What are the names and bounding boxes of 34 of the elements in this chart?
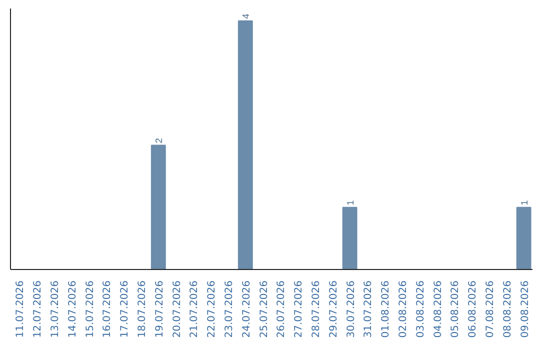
x-tick-label: 05.08.2026 xyxy=(450,280,462,338)
x-tick-label: 09.08.2026 xyxy=(520,280,531,338)
x-tick-label: 14.07.2026 xyxy=(67,280,78,338)
x-tick-label: 12.07.2026 xyxy=(32,280,44,338)
x-tick-label: 11.07.2026 xyxy=(15,280,26,338)
x-tick-label: 08.08.2026 xyxy=(502,280,514,338)
x-tick-label: 15.07.2026 xyxy=(84,280,96,338)
x-tick-label: 06.08.2026 xyxy=(468,280,479,338)
x-tick-label: 29.07.2026 xyxy=(328,280,340,338)
x-tick-label: 31.07.2026 xyxy=(363,280,374,338)
x-tick-label: 30.07.2026 xyxy=(346,280,357,338)
x-tick-label: 24.07.2026 xyxy=(241,280,252,338)
x-tick-label: 13.07.2026 xyxy=(50,280,61,338)
x-tick-label: 20.07.2026 xyxy=(172,280,183,338)
x-tick-label: 27.07.2026 xyxy=(294,280,305,338)
x-tick-label: 26.07.2026 xyxy=(276,280,288,338)
x-tick-label: 23.07.2026 xyxy=(224,280,235,338)
x-tick-label: 25.07.2026 xyxy=(258,280,270,338)
x-tick-label: 19.07.2026 xyxy=(154,280,166,338)
data-label: 1 xyxy=(345,200,356,206)
x-tick-label: 28.07.2026 xyxy=(311,280,322,338)
x-tick-label: 21.07.2026 xyxy=(189,280,200,338)
data-label: 1 xyxy=(519,200,530,206)
x-tick-label: 07.08.2026 xyxy=(485,280,496,338)
x-tick-label: 17.07.2026 xyxy=(120,280,131,338)
x-tick-label: 16.07.2026 xyxy=(102,280,114,338)
x-tick-label: 22.07.2026 xyxy=(206,280,218,338)
x-tick-label: 18.07.2026 xyxy=(137,280,148,338)
x-tick-label: 01.08.2026 xyxy=(380,280,392,338)
x-tick-label: 02.08.2026 xyxy=(398,280,409,338)
x-tick-label: 03.08.2026 xyxy=(415,280,426,338)
data-label: 2 xyxy=(154,138,164,144)
x-tick-label: 04.08.2026 xyxy=(432,280,444,338)
data-label: 4 xyxy=(240,14,251,19)
